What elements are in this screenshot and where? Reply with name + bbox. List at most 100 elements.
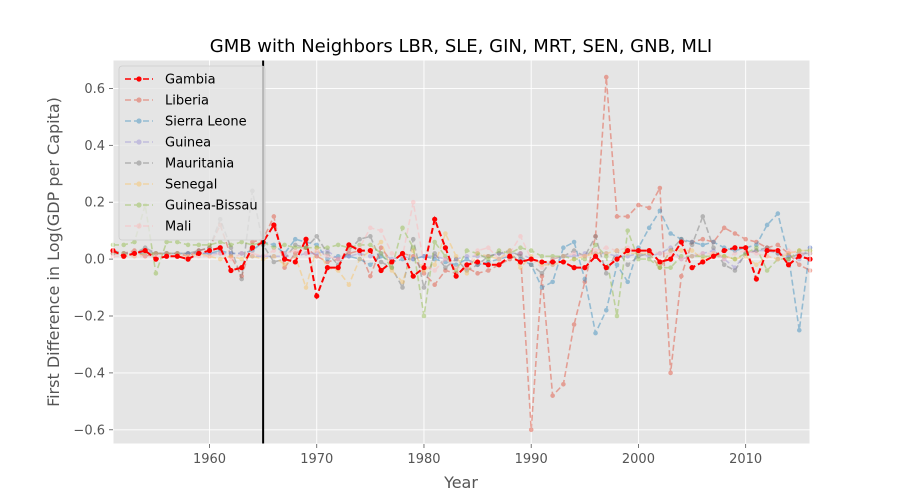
data-point-guinea-bissau xyxy=(764,268,770,273)
data-point-liberia xyxy=(539,273,545,279)
data-point-guinea xyxy=(700,251,706,256)
data-point-mauritania xyxy=(689,242,695,248)
legend-swatch xyxy=(125,76,153,82)
data-point-guinea xyxy=(185,251,191,256)
series-line-mali xyxy=(113,202,810,272)
data-point-senegal xyxy=(475,251,480,256)
data-point-gambia xyxy=(646,247,652,254)
data-point-gambia xyxy=(421,265,427,271)
data-point-guinea-bissau xyxy=(486,256,491,262)
data-point-mauritania xyxy=(561,253,566,259)
x-tick-label: 2010 xyxy=(729,452,762,467)
data-point-sierra-leone xyxy=(571,239,577,245)
legend-swatch xyxy=(125,223,153,229)
data-point-guinea-bissau xyxy=(196,242,202,248)
data-point-gambia xyxy=(185,256,191,262)
data-point-gambia xyxy=(410,273,416,279)
data-point-gambia xyxy=(153,256,159,262)
data-point-mauritania xyxy=(721,262,727,268)
series-line-mauritania xyxy=(112,190,810,291)
data-point-mauritania xyxy=(496,251,502,256)
data-point-sierra-leone xyxy=(711,239,716,245)
legend-entry-guinea-bissau: Guinea-Bissau xyxy=(125,199,258,214)
x-tick-label: 1980 xyxy=(407,452,440,467)
data-point-sierra-leone xyxy=(292,236,298,242)
data-point-gambia xyxy=(625,247,631,254)
data-point-sierra-leone xyxy=(796,327,802,333)
data-point-gambia xyxy=(442,245,449,251)
data-point-guinea-bissau xyxy=(164,239,169,245)
data-point-guinea xyxy=(486,253,491,259)
data-point-sierra-leone xyxy=(453,262,459,268)
data-point-guinea-bissau xyxy=(368,242,373,248)
data-point-guinea-bissau xyxy=(410,245,416,251)
data-point-gambia xyxy=(239,265,245,271)
data-point-guinea-bissau xyxy=(207,242,212,248)
data-point-senegal xyxy=(389,268,395,273)
data-point-guinea-bissau xyxy=(679,253,684,259)
data-point-sierra-leone xyxy=(550,279,555,285)
legend-box xyxy=(118,65,266,241)
data-point-gambia xyxy=(603,265,609,271)
data-point-sierra-leone xyxy=(432,256,437,262)
data-point-guinea-bissau xyxy=(636,256,641,262)
data-point-mauritania xyxy=(732,268,738,273)
data-point-mauritania xyxy=(593,234,598,239)
data-point-mali xyxy=(292,248,298,253)
data-point-mauritania xyxy=(614,248,620,253)
data-point-mauritania xyxy=(325,251,330,256)
legend-entry-senegal: Senegal xyxy=(125,178,217,193)
plot-frame xyxy=(112,59,811,445)
data-point-mali xyxy=(239,251,244,256)
data-point-senegal xyxy=(486,253,491,259)
data-point-gambia xyxy=(399,250,406,257)
data-point-mali xyxy=(475,248,480,253)
data-point-sierra-leone xyxy=(764,222,770,228)
data-point-senegal xyxy=(732,256,738,262)
data-point-senegal xyxy=(582,253,588,259)
legend-entry-liberia: Liberia xyxy=(125,94,209,109)
data-point-gambia xyxy=(689,265,695,271)
data-point-gambia xyxy=(764,247,770,254)
data-point-gambia xyxy=(346,242,352,248)
data-point-guinea xyxy=(582,251,588,256)
x-tick-label: 1970 xyxy=(300,452,333,467)
data-point-gambia xyxy=(281,256,288,262)
data-point-mali xyxy=(679,256,684,262)
data-point-gambia xyxy=(121,253,127,259)
data-point-senegal xyxy=(357,256,362,262)
data-point-liberia xyxy=(561,381,566,387)
data-point-liberia xyxy=(239,273,244,279)
data-point-mauritania xyxy=(507,248,513,253)
data-point-guinea-bissau xyxy=(603,253,609,259)
y-tick-label: 0.6 xyxy=(84,82,105,97)
data-point-guinea-bissau xyxy=(475,251,480,256)
data-point-liberia xyxy=(432,282,437,288)
series-mali xyxy=(110,199,813,273)
data-point-mali xyxy=(378,228,384,233)
data-point-mauritania xyxy=(443,265,448,270)
data-point-gambia xyxy=(678,239,684,245)
data-point-gambia xyxy=(206,247,213,254)
data-point-liberia xyxy=(314,253,320,259)
data-point-guinea xyxy=(432,253,437,259)
data-point-guinea-bissau xyxy=(721,253,727,259)
data-point-gambia xyxy=(249,245,255,251)
data-point-senegal xyxy=(314,245,320,251)
legend-label: Gambia xyxy=(165,73,216,88)
data-point-guinea xyxy=(250,253,255,259)
data-point-guinea-bissau xyxy=(239,239,244,245)
data-point-gambia xyxy=(796,253,802,259)
data-point-liberia xyxy=(550,393,555,398)
data-point-mali xyxy=(271,248,277,253)
data-point-gambia xyxy=(432,216,438,222)
data-point-guinea-bissau xyxy=(175,239,180,245)
data-point-mali xyxy=(432,268,437,273)
data-point-mali xyxy=(443,256,448,262)
data-point-gambia xyxy=(217,245,223,251)
data-point-senegal xyxy=(464,271,470,276)
data-point-liberia xyxy=(786,251,791,256)
data-point-guinea-bissau xyxy=(464,248,470,253)
data-point-sierra-leone xyxy=(239,251,244,256)
data-point-liberia xyxy=(754,239,759,245)
